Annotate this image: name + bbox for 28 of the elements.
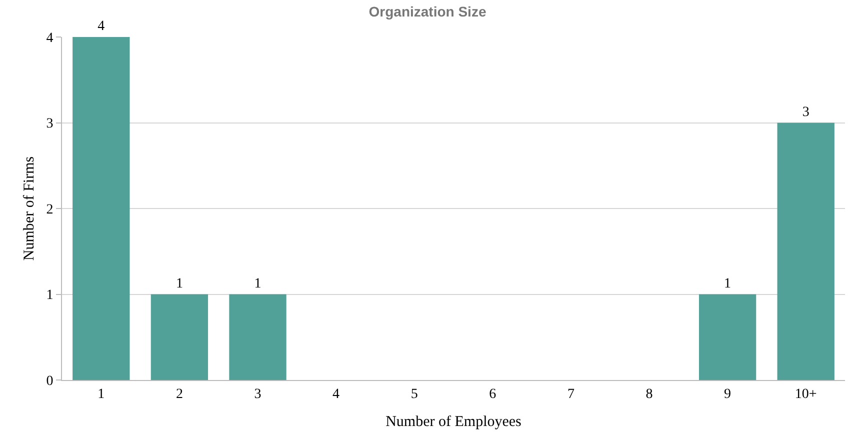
data-label: 4 xyxy=(98,19,105,34)
x-tick-label: 5 xyxy=(410,386,418,402)
chart-title: Organization Size xyxy=(368,3,486,20)
x-tick-label: 8 xyxy=(646,386,653,402)
bar xyxy=(150,294,208,380)
y-axis-title: Number of Firms xyxy=(21,156,38,261)
y-tick-label: 2 xyxy=(46,202,54,218)
x-axis-title: Number of Employees xyxy=(386,414,522,430)
x-tick-label: 2 xyxy=(176,386,183,402)
data-label: 1 xyxy=(254,276,262,292)
x-tick-label: 7 xyxy=(567,386,574,402)
data-label: 1 xyxy=(176,276,183,292)
data-label: 1 xyxy=(724,276,732,292)
data-label: 3 xyxy=(802,104,810,120)
y-tick-label: 1 xyxy=(46,288,54,304)
bar xyxy=(698,294,756,380)
y-tick-label: 4 xyxy=(46,30,54,46)
x-tick-label: 10+ xyxy=(794,386,817,402)
x-tick-label: 6 xyxy=(489,386,496,402)
y-tick-label: 0 xyxy=(46,374,54,389)
y-tick-label: 3 xyxy=(46,116,54,132)
x-tick-label: 3 xyxy=(254,386,262,402)
x-tick-label: 9 xyxy=(724,386,732,402)
bar xyxy=(72,37,130,380)
x-tick-label: 1 xyxy=(98,386,105,402)
bar xyxy=(777,122,834,380)
bar xyxy=(229,294,286,380)
x-tick-label: 4 xyxy=(332,386,340,402)
